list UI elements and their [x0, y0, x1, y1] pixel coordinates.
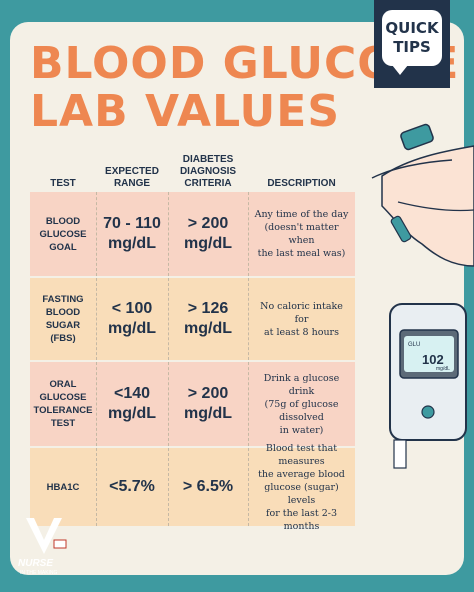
cell-expected-line: mg/dL — [108, 320, 156, 337]
badge-line-2: TIPS — [393, 38, 431, 56]
header-diagnosis-line-3: CRITERIA — [184, 178, 232, 189]
header-test: TEST — [50, 178, 76, 189]
cell-diagnosis: > 200 mg/dL — [168, 192, 248, 276]
table-row: FASTING BLOOD SUGAR (FBS) < 100 mg/dL > 126 mg/… — [30, 278, 355, 360]
cell-expected: <5.7% — [96, 448, 168, 526]
cell-test: HBA1C — [30, 448, 96, 526]
cell-test-line: BLOOD — [45, 307, 81, 318]
column-divider — [96, 362, 97, 446]
cell-test-line: TEST — [50, 418, 76, 429]
column-divider — [248, 448, 249, 526]
column-divider — [168, 362, 169, 446]
cell-test-line: GOAL — [49, 241, 77, 253]
column-divider — [168, 278, 169, 360]
cell-test-line: TOLERANCE — [33, 405, 93, 416]
column-divider — [168, 192, 169, 276]
cell-test-line: SUGAR — [45, 320, 81, 331]
cell-expected-line: mg/dL — [108, 405, 156, 422]
glucometer-icon: GLU 102 mg/dL — [389, 303, 467, 469]
cell-description-line: Drink a glucose drink — [263, 372, 340, 397]
header-expected-line-2: RANGE — [113, 178, 151, 189]
cell-description-line: for the last 2-3 months — [265, 507, 338, 532]
cell-description: Blood test that measures the average bloo… — [248, 443, 355, 532]
cell-diagnosis-line: > 126 — [187, 300, 229, 317]
badge-line-1: QUICK — [385, 19, 439, 37]
cell-expected: 70 - 110 mg/dL — [96, 192, 168, 276]
cell-expected-line: <140 — [113, 385, 151, 402]
cell-description-line: in water) — [279, 424, 324, 436]
header-expected: EXPECTED RANGE — [96, 166, 168, 190]
header-description: DESCRIPTION — [267, 178, 336, 189]
header-diagnosis-line-2: DIAGNOSIS — [179, 166, 237, 177]
cell-description-line: the last meal was) — [257, 248, 346, 259]
meter-unit: mg/dL — [436, 366, 450, 372]
cell-test: BLOOD GLUCOSE GOAL — [30, 192, 96, 276]
table-row: HBA1C <5.7% > 6.5% Blood test that measures… — [30, 443, 355, 532]
meter-label: GLU — [408, 342, 420, 348]
cell-test: FASTING BLOOD SUGAR (FBS) — [30, 278, 96, 360]
column-divider — [248, 278, 249, 360]
cell-test-line: ORAL — [49, 379, 77, 390]
cell-test-line: (FBS) — [50, 333, 76, 344]
cell-diagnosis-line: mg/dL — [184, 405, 232, 422]
cell-diagnosis-line: mg/dL — [184, 235, 232, 252]
logo-line-2: IN THE MAKING — [20, 570, 58, 576]
cell-description: Drink a glucose drink (75g of glucose dis… — [248, 362, 355, 446]
cell-description-line: the average blood — [258, 468, 345, 480]
nurse-in-the-making-logo: NURSE IN THE MAKING — [18, 518, 67, 576]
cell-expected: < 100 mg/dL — [96, 278, 168, 360]
cell-test-line: FASTING — [42, 294, 84, 305]
table-row: ORAL GLUCOSE TOLERANCE TEST <140 mg/dL > 200 mg… — [30, 362, 355, 446]
cell-diagnosis: > 126 mg/dL — [168, 278, 248, 360]
cell-diagnosis-line: > 200 — [187, 385, 229, 402]
column-divider — [248, 192, 249, 276]
cell-expected-line: 70 - 110 — [103, 215, 161, 232]
header-expected-line-1: EXPECTED — [105, 166, 159, 177]
cell-diagnosis-line: > 6.5% — [182, 478, 234, 495]
meter-reading: 102 — [422, 352, 444, 367]
cell-test-line: GLUCOSE — [39, 228, 87, 240]
cell-diagnosis: > 200 mg/dL — [168, 362, 248, 446]
cell-description-line: (75g of glucose dissolved — [264, 398, 339, 423]
cell-diagnosis-line: mg/dL — [184, 320, 232, 337]
cell-description-line: No caloric intake for — [260, 300, 343, 325]
hand-lancet-illustration — [371, 123, 474, 267]
cell-diagnosis: > 6.5% — [168, 448, 248, 526]
quick-tips-badge: QUICK TIPS — [374, 0, 450, 88]
cell-expected: <140 mg/dL — [96, 362, 168, 446]
column-divider — [168, 448, 169, 526]
cell-test-line: BLOOD — [45, 215, 81, 227]
header-diagnosis: DIABETES DIAGNOSIS CRITERIA — [168, 154, 248, 190]
cell-description-line: at least 8 hours — [264, 326, 339, 338]
cell-description: No caloric intake for at least 8 hours — [248, 278, 355, 360]
header-diagnosis-line-1: DIABETES — [182, 154, 234, 165]
cell-expected-line: < 100 — [111, 300, 153, 317]
table-row: BLOOD GLUCOSE GOAL 70 - 110 mg/dL > 200 mg/dL A… — [30, 192, 355, 276]
cell-description-line: (doesn't matter when — [264, 222, 339, 246]
column-divider — [248, 362, 249, 446]
cell-description-line: glucose (sugar) levels — [264, 481, 339, 506]
title-line-2: LAB VALUES — [30, 86, 341, 137]
cell-expected-line: <5.7% — [109, 478, 155, 495]
logo-line-1: NURSE — [18, 558, 53, 569]
cell-diagnosis-line: > 200 — [187, 215, 229, 232]
cell-test-line: HBA1C — [46, 481, 80, 493]
column-divider — [96, 448, 97, 526]
column-divider — [96, 278, 97, 360]
cell-expected-line: mg/dL — [107, 235, 156, 252]
cell-description-line: Any time of the day — [254, 209, 349, 220]
cell-test: ORAL GLUCOSE TOLERANCE TEST — [30, 362, 96, 446]
cell-test-line: GLUCOSE — [39, 392, 87, 403]
speech-bubble-icon: QUICK TIPS — [382, 10, 442, 75]
cell-description: Any time of the day (doesn't matter when t… — [248, 192, 355, 276]
column-divider — [96, 192, 97, 276]
cell-description-line: Blood test that measures — [265, 442, 338, 467]
